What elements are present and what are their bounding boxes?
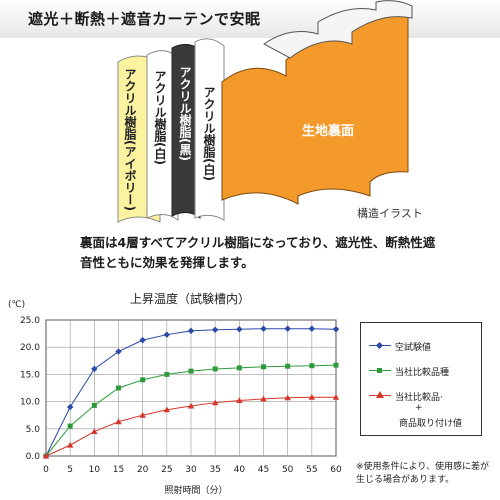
data-point <box>284 325 291 332</box>
x-axis-label: 照射時間（分） <box>164 484 227 496</box>
data-point <box>139 336 146 344</box>
data-point <box>308 325 316 332</box>
x-tick-label: 55 <box>306 465 317 475</box>
data-point <box>236 365 242 371</box>
legend-label-comparison: 当社比較品種 <box>395 368 450 378</box>
x-tick-label: 60 <box>330 465 342 475</box>
data-point <box>91 365 98 373</box>
data-point <box>116 385 121 391</box>
x-tick-label: 50 <box>282 465 294 475</box>
data-point <box>332 326 340 333</box>
layer-label-white-2: アクリル樹脂(白) <box>202 86 216 181</box>
banner: 遮光＋断熱＋遮音カーテンで安眠 <box>0 0 500 38</box>
layer-black <box>171 44 201 220</box>
layer-white-1 <box>146 50 179 222</box>
x-tick-label: 25 <box>161 465 172 475</box>
data-point <box>236 326 243 333</box>
y-tick-label: 0.0 <box>26 452 41 462</box>
x-tick-label: 30 <box>185 465 197 475</box>
structure-caption: 構造イラスト <box>357 207 423 220</box>
legend-triangle-icon <box>376 391 384 398</box>
banner-title: 遮光＋断熱＋遮音カーテンで安眠 <box>28 10 261 28</box>
y-tick-label: 5.0 <box>26 425 41 435</box>
layer-fabric-back <box>221 12 409 205</box>
data-point <box>308 394 316 400</box>
layer-top-band <box>263 0 413 59</box>
x-tick-label: 5 <box>67 465 73 475</box>
y-tick-label: 20.0 <box>20 343 40 353</box>
data-point <box>187 402 195 409</box>
layer-label-white-1: アクリル樹脂(白) <box>153 70 167 165</box>
data-point <box>285 363 291 369</box>
data-point <box>188 368 194 374</box>
data-point <box>260 395 267 402</box>
y-tick-label: 25.0 <box>20 316 40 326</box>
y-tick-label: 15.0 <box>20 370 40 380</box>
x-tick-label: 20 <box>137 465 149 475</box>
x-tick-label: 10 <box>89 465 101 475</box>
data-point <box>187 327 195 335</box>
data-point <box>91 402 97 408</box>
data-point <box>164 371 170 377</box>
layer-label-black: アクリル樹脂(黒) <box>178 66 192 161</box>
data-point <box>261 364 266 370</box>
data-point <box>260 325 267 332</box>
data-point <box>42 452 50 459</box>
y-axis-label: (℃) <box>8 300 25 310</box>
legend: 空試験値 当社比較品種 当社比較品· + 商品取り付け値 <box>360 322 482 436</box>
data-point <box>332 394 340 400</box>
layer-label-ivory: アクリル樹脂(アイボリー) <box>123 68 137 211</box>
data-point <box>115 418 122 425</box>
footnote: ※使用条件により、使用感に差が生じる場合があります。 <box>356 462 490 485</box>
legend-label-blank: 空試験値 <box>395 343 432 353</box>
data-point <box>236 397 243 404</box>
layer-label-fabric: 生地裏面 <box>302 124 355 139</box>
data-point <box>66 403 74 411</box>
data-point <box>67 423 73 429</box>
data-point <box>139 412 146 418</box>
x-tick-label: 35 <box>209 465 220 475</box>
data-point <box>211 399 219 406</box>
data-point <box>163 331 171 338</box>
layer-white-2 <box>194 38 225 221</box>
legend-label-installed-1: 当社比較品· <box>395 393 443 403</box>
structure-illustration <box>117 0 413 223</box>
data-point <box>91 428 98 435</box>
description: 裏面は4層すべてアクリル樹脂になっており、遮光性、断熱性遮音性ともに効果を発揮し… <box>80 235 436 270</box>
data-point <box>211 326 219 333</box>
chart-title: 上昇温度（試験槽内） <box>130 291 250 306</box>
x-tick-label: 40 <box>234 465 246 475</box>
temperature-chart: 上昇温度（試験槽内） (℃) 0.0 5.0 10.0 15.0 20.0 25.0 0 5 10 1… <box>8 291 342 496</box>
data-point <box>212 366 218 372</box>
data-point <box>115 348 122 355</box>
y-tick-label: 10.0 <box>20 398 40 408</box>
x-tick-label: 15 <box>113 465 124 475</box>
data-point <box>66 441 74 448</box>
data-point <box>140 377 146 383</box>
data-point <box>284 394 291 401</box>
legend-label-installed-2: + <box>415 403 423 413</box>
x-tick-label: 0 <box>43 465 49 475</box>
data-point <box>309 363 315 369</box>
legend-label-installed-3: 商品取り付け値 <box>399 419 463 429</box>
data-point <box>333 362 339 368</box>
x-tick-label: 45 <box>258 465 269 475</box>
data-point <box>163 406 171 413</box>
